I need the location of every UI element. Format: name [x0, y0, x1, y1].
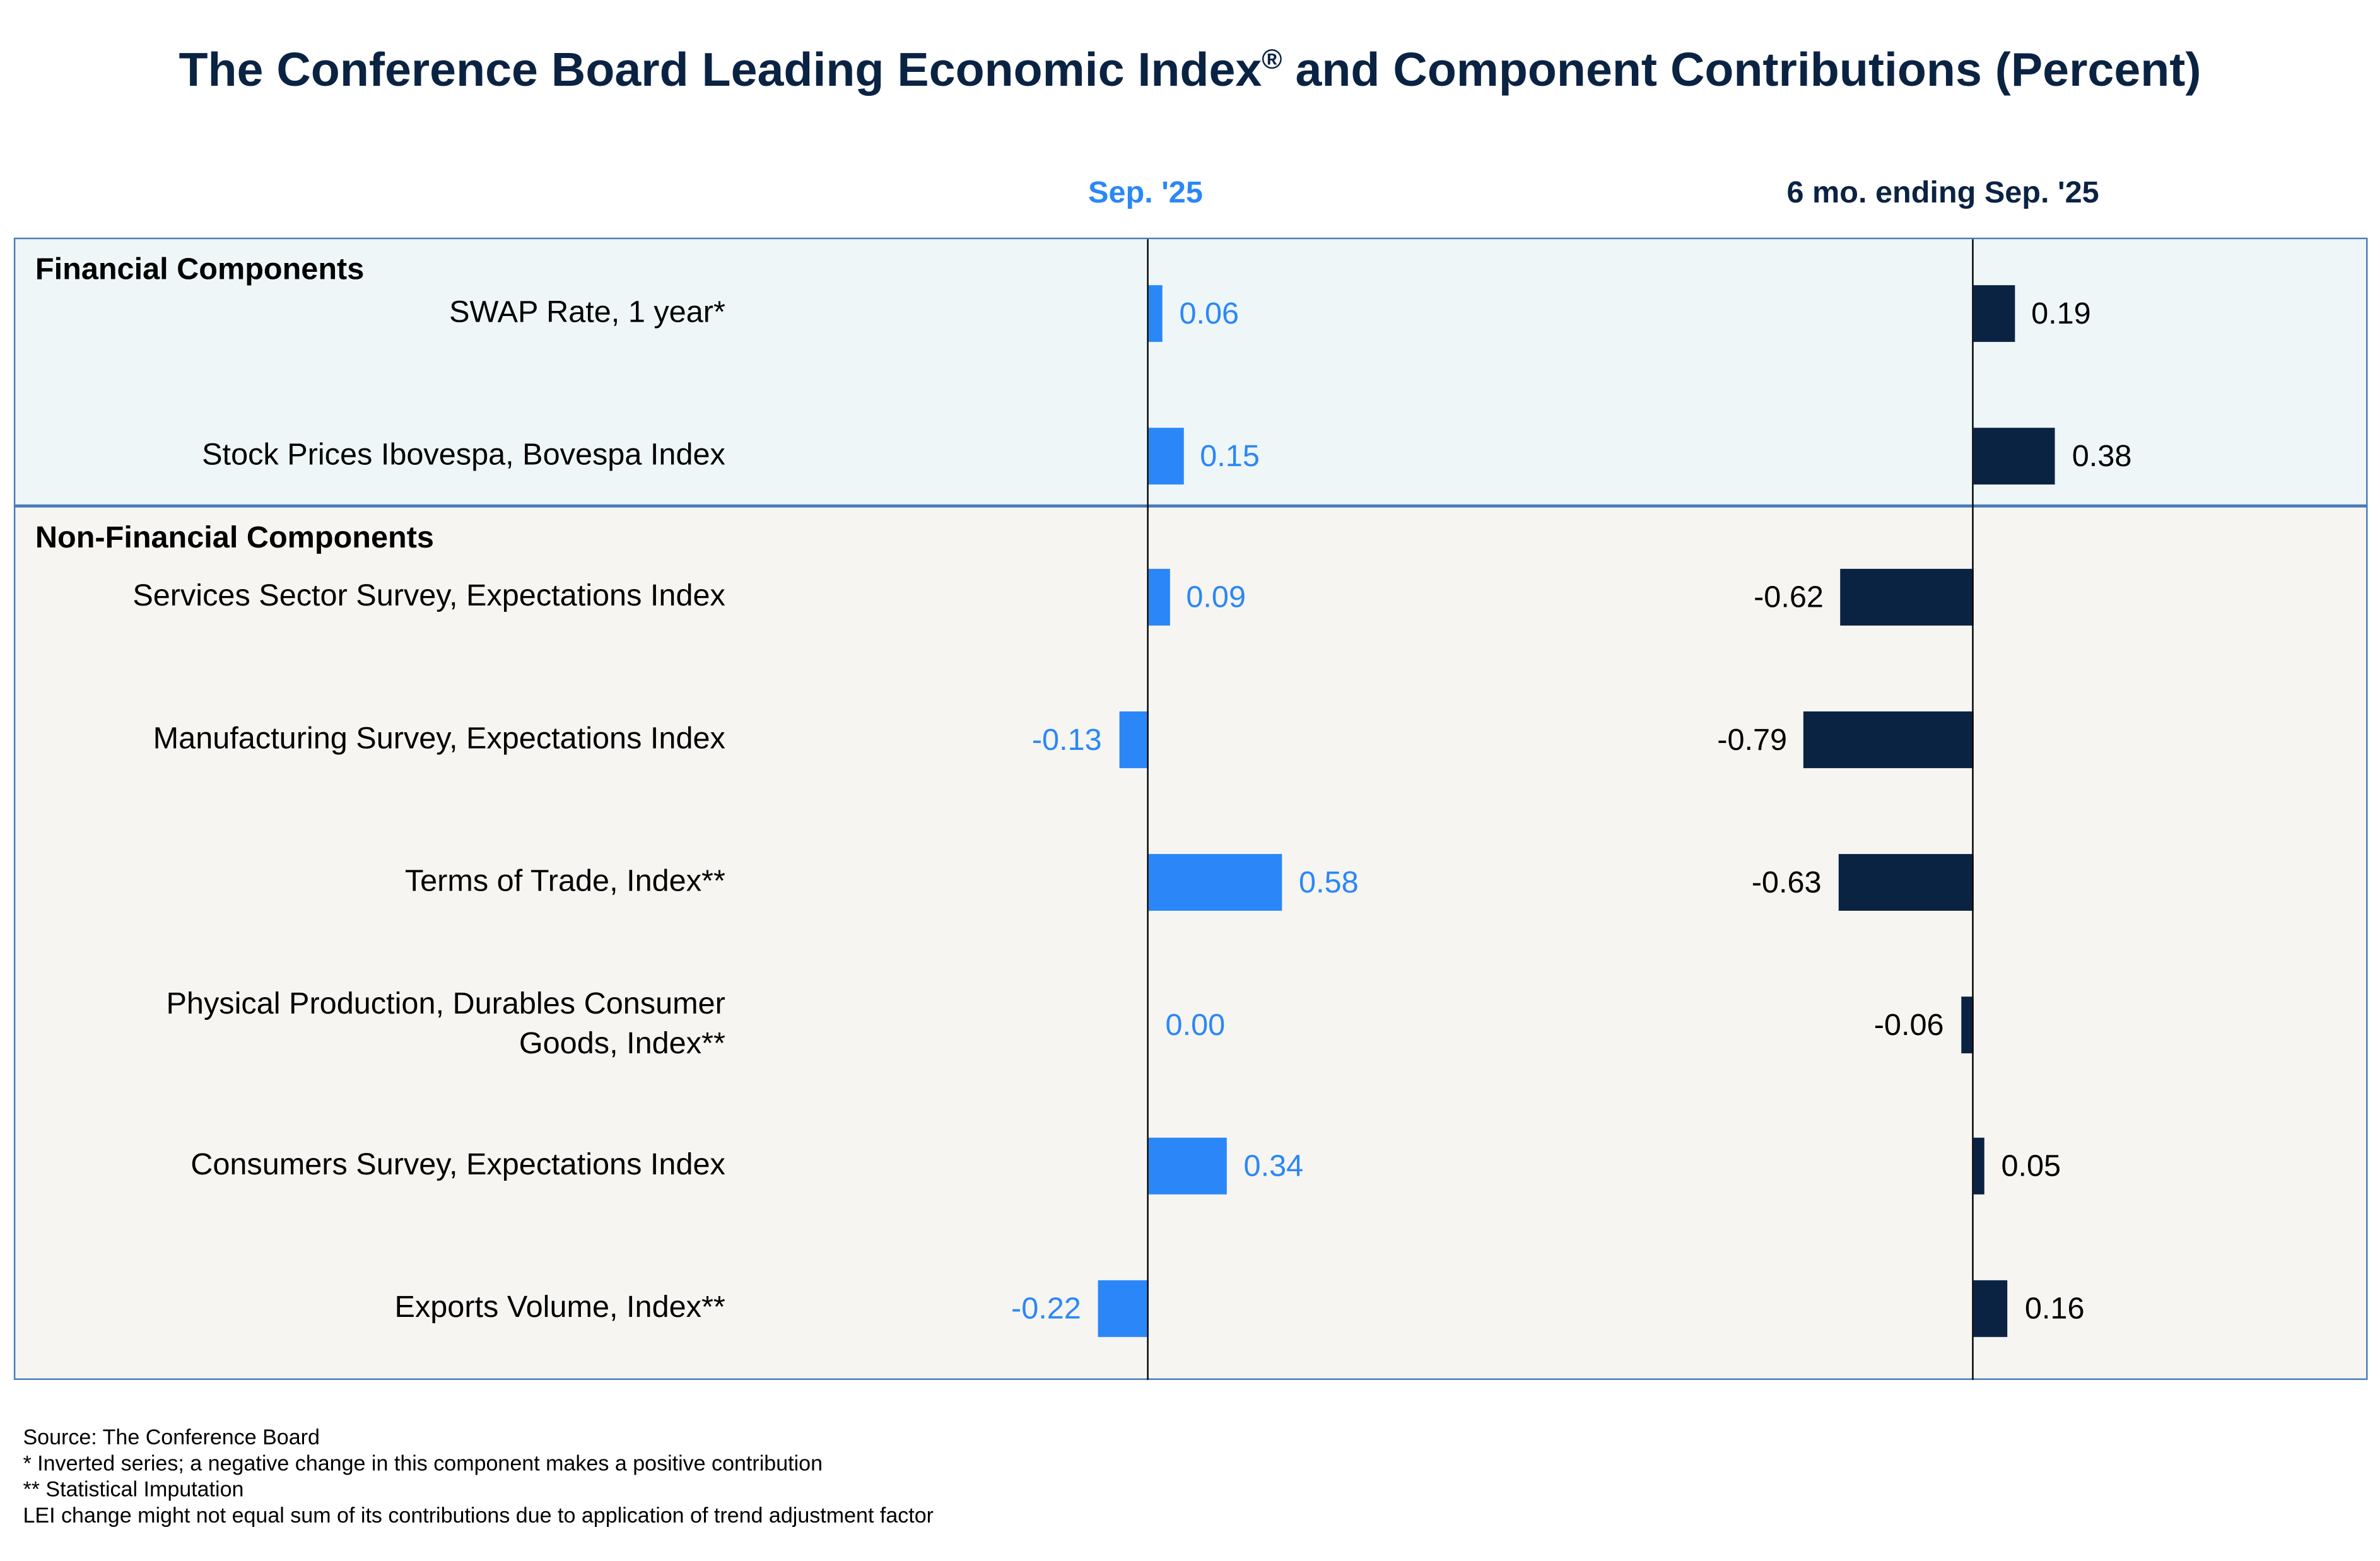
bar-sep25 [1148, 568, 1169, 626]
category-label: Consumers Survey, Expectations Index [191, 1148, 725, 1183]
value-label-sep25: 0.15 [1200, 440, 1260, 474]
bar-6mo [1973, 1137, 1984, 1195]
category-label: Stock Prices Ibovespa, Bovespa Index [202, 438, 725, 472]
value-label-6mo: -0.62 [1754, 581, 1824, 615]
value-label-sep25: 0.00 [1165, 1009, 1226, 1043]
value-label-6mo: 0.19 [2031, 297, 2091, 332]
bar-6mo [1973, 285, 2015, 342]
zero-axis-6mo [1972, 239, 1974, 1380]
category-label: Terms of Trade, Index** [404, 865, 725, 899]
footnote-source: Source: The Conference Board [23, 1424, 320, 1449]
footnote-trend: LEI change might not equal sum of its co… [23, 1502, 934, 1528]
category-label: Exports Volume, Index** [394, 1290, 725, 1325]
footnote-inverted: * Inverted series; a negative change in … [23, 1450, 823, 1475]
section-divider [13, 504, 2368, 508]
value-label-sep25: 0.34 [1243, 1150, 1304, 1184]
bar-sep25 [1148, 854, 1282, 911]
column-header-sep25: Sep. '25 [1088, 176, 1203, 211]
bar-6mo [1803, 711, 1974, 768]
value-label-sep25: 0.58 [1299, 866, 1359, 900]
category-label: SWAP Rate, 1 year* [449, 296, 725, 330]
value-label-6mo: -0.79 [1717, 723, 1788, 757]
value-label-6mo: 0.05 [2001, 1150, 2061, 1184]
value-label-sep25: 0.06 [1179, 297, 1240, 332]
zero-axis-sep25 [1147, 239, 1149, 1380]
section-heading-non-financial: Non-Financial Components [35, 521, 434, 556]
non-financial-section [15, 507, 2367, 1379]
value-label-6mo: -0.06 [1873, 1009, 1944, 1043]
value-label-6mo: 0.16 [2024, 1292, 2085, 1326]
chart-title: The Conference Board Leading Economic In… [179, 43, 2201, 97]
value-label-sep25: 0.09 [1186, 581, 1246, 615]
category-label: Physical Production, Durables Consumer G… [166, 987, 725, 1061]
value-label-6mo: -0.63 [1751, 866, 1822, 900]
value-label-sep25: -0.22 [1011, 1292, 1081, 1326]
bar-6mo [1838, 854, 1974, 911]
bar-sep25 [1118, 711, 1149, 768]
bar-sep25 [1148, 428, 1183, 485]
bar-sep25 [1148, 1137, 1227, 1195]
column-header-6mo: 6 mo. ending Sep. '25 [1786, 176, 2099, 211]
bar-sep25 [1098, 1280, 1149, 1337]
bar-sep25 [1148, 285, 1163, 342]
value-label-sep25: -0.13 [1031, 723, 1102, 757]
category-label: Manufacturing Survey, Expectations Index [153, 722, 725, 756]
footnote-imputation: ** Statistical Imputation [23, 1476, 244, 1501]
category-label: Services Sector Survey, Expectations Ind… [132, 579, 725, 614]
bar-6mo [1840, 568, 1974, 626]
chart-frame [13, 237, 2368, 1380]
section-heading-financial: Financial Components [35, 253, 365, 287]
bar-6mo [1973, 428, 2055, 485]
bar-6mo [1961, 997, 1974, 1054]
value-label-6mo: 0.38 [2072, 440, 2132, 474]
bar-6mo [1973, 1280, 2008, 1337]
